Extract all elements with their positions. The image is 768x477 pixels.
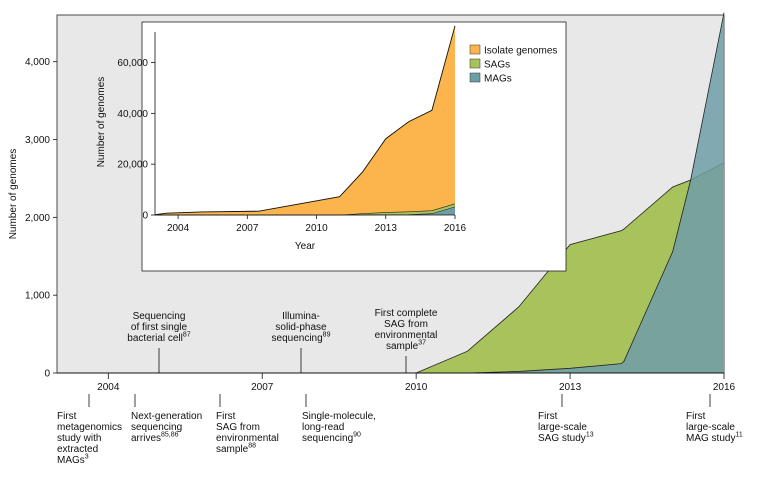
- timeline-top-event: Sequencing of first single bacterial cell8…: [99, 311, 219, 344]
- citation-ref: 85,86: [161, 431, 179, 439]
- legend-label-sags: SAGs: [484, 60, 510, 71]
- timeline-bottom-event-line: MAG study11: [686, 431, 743, 444]
- inset-x-tick-label: 2016: [444, 223, 467, 234]
- inset-y-axis-label: Number of genomes: [96, 77, 107, 168]
- timeline-top-event-line: First complete: [374, 308, 438, 319]
- timeline-bottom-event-line: First: [216, 411, 236, 422]
- citation-ref: 11: [735, 431, 743, 439]
- main-y-tick-label: 3,000: [25, 135, 50, 146]
- inset-x-tick-label: 2010: [305, 223, 328, 234]
- timeline-top-event: Illumina-solid-phase sequencing89: [241, 311, 361, 344]
- main-y-axis-label: Number of genomes: [8, 149, 19, 240]
- timeline-bottom-event-line: large-scale: [538, 422, 587, 433]
- timeline-bottom-event-line: environmental: [216, 433, 279, 444]
- inset-chart: 0 20,000 40,000 60,000 2004 2007 2010 2013 2016…: [96, 21, 567, 272]
- timeline-bottom-event-line: metagenomics: [57, 422, 123, 433]
- inset-area-isolate-genomes: [155, 25, 455, 216]
- inset-legend: Isolate genomes SAGs MAGs: [469, 44, 557, 85]
- main-y-ticks: 0 1,000 2,000 3,000 4,000: [25, 57, 57, 380]
- citation-ref: 87: [182, 331, 191, 339]
- timeline-top-event-line: Sequencing: [132, 311, 186, 322]
- timeline-bottom-event: Next-generation sequencing arrives85,86: [131, 411, 202, 444]
- timeline-bottom-event: First large-scale MAG study11: [686, 411, 743, 444]
- timeline-bottom-event: First large-scale SAG study13: [538, 411, 594, 444]
- main-x-tick-label: 2013: [559, 382, 582, 393]
- main-y-tick-label: 2,000: [25, 213, 50, 224]
- main-y-tick-label: 1,000: [25, 291, 50, 302]
- timeline-top-event-line: environmental: [374, 330, 438, 341]
- inset-y-tick-label: 20,000: [117, 160, 148, 171]
- timeline-bottom-event-line: arrives85,86: [131, 431, 179, 444]
- timeline-bottom-event-line: First: [538, 411, 558, 422]
- timeline-bottom-event: First SAG from environmental sample88: [216, 411, 279, 455]
- citation-ref: 90: [353, 431, 361, 439]
- inset-x-tick-label: 2004: [167, 223, 190, 234]
- inset-background: [141, 21, 567, 272]
- inset-x-tick-label: 2013: [375, 223, 398, 234]
- timeline-top-event: First complete SAG from environmental sampl…: [346, 308, 466, 352]
- legend-label-isolates: Isolate genomes: [484, 46, 557, 57]
- timeline-bottom-event-line: large-scale: [686, 422, 735, 433]
- timeline-bottom-event-line: sequencing90: [302, 431, 361, 444]
- main-x-tick-label: 2007: [251, 382, 274, 393]
- timeline-top-event-line: sequencing89: [271, 331, 331, 344]
- citation-ref: 13: [585, 431, 594, 439]
- timeline-top-event-line: Illumina-: [282, 311, 320, 322]
- main-x-tick-label: 2004: [97, 382, 120, 393]
- timeline-bottom-event-line: First: [686, 411, 706, 422]
- citation-ref: 37: [418, 339, 427, 347]
- main-y-tick-label: 0: [44, 369, 50, 380]
- citation-ref: 3: [84, 453, 89, 461]
- timeline-bottom-event-line: extracted: [57, 444, 99, 455]
- timeline-top-event-line: sample37: [385, 339, 427, 352]
- timeline-bottom-event-line: long-read: [302, 422, 345, 433]
- timeline-bottom-event-line: Next-generation: [131, 411, 203, 422]
- inset-y-ticks: 0 20,000 40,000 60,000: [117, 58, 155, 222]
- timeline-bottom-event-line: First: [57, 411, 77, 422]
- timeline-bottom-event-line: study with: [57, 433, 102, 444]
- legend-swatch-isolates: [469, 44, 481, 55]
- inset-x-axis-label: Year: [295, 241, 316, 252]
- legend-label-mags: MAGs: [484, 74, 512, 85]
- main-area-mags: [416, 12, 724, 373]
- timeline-bottom-event-line: SAG study13: [538, 431, 594, 444]
- timeline-ticks: [88, 348, 711, 407]
- timeline-bottom-event: First metagenomics study with extracted MAGs…: [57, 411, 122, 466]
- main-line-sags: [415, 162, 725, 374]
- inset-y-tick-label: 40,000: [117, 109, 148, 120]
- timeline-top-event-line: SAG from: [384, 319, 428, 330]
- inset-x-ticks: 2004 2007 2010 2013 2016: [167, 215, 467, 234]
- main-plot-areas: [415, 12, 725, 374]
- timeline-bottom-event: Single-molecule, long-read sequencing90: [302, 411, 376, 444]
- timeline-bottom-event-line: sample88: [216, 442, 257, 455]
- inset-y-tick-label: 60,000: [117, 58, 148, 69]
- main-line-mags: [416, 12, 725, 374]
- main-x-tick-label: 2016: [713, 382, 736, 393]
- main-x-ticks: 2004 2007 2010 2013 2016: [97, 373, 736, 393]
- inset-x-tick-label: 2007: [236, 223, 259, 234]
- timeline-top-event-line: solid-phase: [275, 322, 327, 333]
- citation-ref: 88: [248, 442, 257, 450]
- legend-swatch-mags: [469, 72, 481, 83]
- main-y-tick-label: 4,000: [25, 57, 50, 68]
- timeline-top-event-line: of first single: [130, 322, 188, 333]
- main-x-tick-label: 2010: [405, 382, 428, 393]
- legend-swatch-sags: [469, 58, 481, 69]
- timeline-bottom-event-line: SAG from: [216, 422, 260, 433]
- timeline-top-event-line: bacterial cell87: [127, 331, 191, 344]
- citation-ref: 89: [322, 331, 331, 339]
- timeline-bottom-event-line: MAGs3: [57, 453, 89, 466]
- timeline-bottom-event-line: Single-molecule,: [302, 411, 376, 422]
- timeline-bottom-event-line: sequencing: [131, 422, 183, 433]
- inset-y-tick-label: 0: [142, 211, 148, 222]
- inset-total-line: [154, 25, 456, 216]
